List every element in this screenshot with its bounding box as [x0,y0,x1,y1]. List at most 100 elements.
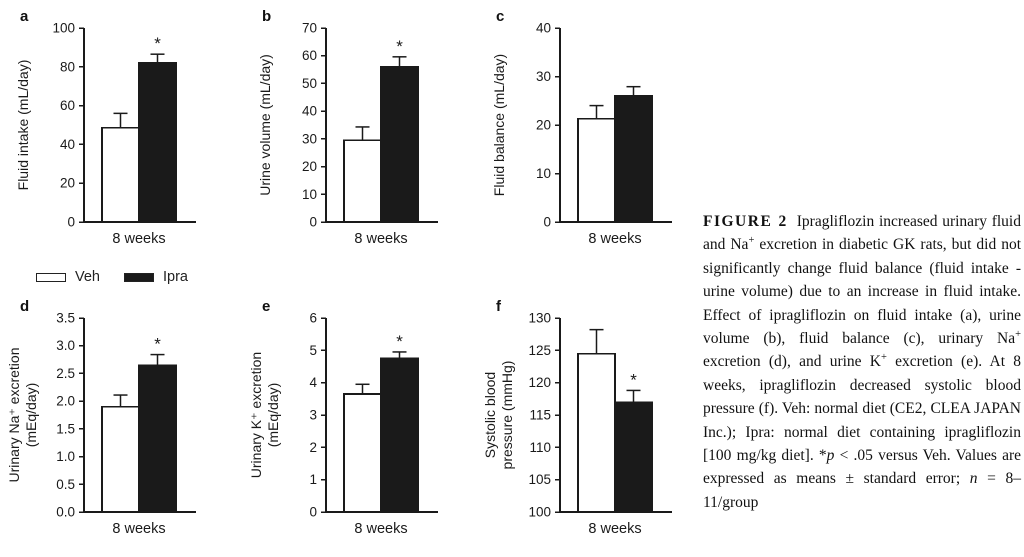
y-tick-label: 1.0 [56,449,75,464]
chart-fluid-intake: 0 20 40 60 80 100 * 8 weeks Fluid intake (mL/day… [6,4,242,272]
chart-urinary-na-excretion: 0.0 0.5 1.0 1.5 2.0 2.5 3.0 3.5 * 8 weeks Urinary … [6,294,242,557]
y-tick-label: 50 [302,76,317,91]
y-tick-label: 3.0 [56,338,75,353]
bar-veh [101,405,140,513]
chart-canvas: 100 105 110 115 120 125 130 * 8 weeks Systolic bl… [482,311,672,537]
bar-ipra [614,95,653,223]
caption-segment: + [880,352,887,364]
panel-b: b 0 10 20 30 40 50 60 70 * 8 weeks Urine volume (m… [248,4,484,272]
y-tick-label: 110 [529,440,551,455]
y-tick-label: 60 [302,48,317,63]
y-tick-label: 60 [60,98,75,113]
bar-veh [101,127,140,223]
y-tick-label: 20 [60,176,75,191]
caption-segment: p [826,447,835,465]
panel-d: d 0.0 0.5 1.0 1.5 2.0 2.5 3.0 3.5 * 8 weeks Urinar… [6,294,242,557]
y-tick-label: 100 [52,21,75,36]
significance-asterisk: * [630,370,637,389]
panel-label-e: e [262,298,271,315]
significance-asterisk: * [154,335,161,354]
veh-swatch-icon [36,272,66,282]
y-axis-title: Fluid balance (mL/day) [491,54,507,196]
panel-f: f 100 105 110 115 120 125 130 * 8 weeks Systolic … [482,294,718,557]
caption-segment: = 8–11/group [703,470,1021,511]
y-tick-label: 125 [528,343,551,358]
caption-segment: n [969,470,978,488]
y-tick-label: 5 [309,343,317,358]
caption-segment: excretion (e). At 8 weeks, ipragliflozin… [703,353,1021,465]
caption-segment: + [1015,328,1021,340]
y-tick-label: 0 [543,215,551,230]
y-axis-title: pressure (mmHg) [499,361,515,470]
y-tick-label: 2.5 [56,366,75,381]
y-tick-label: 6 [309,311,317,326]
bar-veh [343,139,382,223]
bar-ipra [614,401,653,513]
chart-canvas: 0 10 20 30 40 50 60 70 * 8 weeks Urine volume (mL/… [257,21,438,247]
significance-asterisk: * [396,37,403,56]
panel-label-f: f [496,298,501,315]
panel-a: a 0 20 40 60 80 100 * 8 weeks Fluid intake (mL/d… [6,4,242,272]
bar-ipra [380,65,419,223]
bar-veh [577,117,616,223]
panel-label-b: b [262,8,272,25]
y-axis-title: Fluid intake (mL/day) [15,60,31,191]
bar-ipra [138,62,177,223]
panel-label-a: a [20,8,29,25]
bar-ipra [138,364,177,513]
y-tick-label: 3 [309,408,317,423]
y-tick-label: 40 [60,137,75,152]
y-tick-label: 30 [302,131,317,146]
y-tick-label: 105 [528,472,551,487]
y-axis-title: Urine volume (mL/day) [257,54,273,196]
caption-segment: + [748,235,755,247]
bar-veh [577,352,616,513]
y-tick-label: 30 [536,69,551,84]
y-tick-label: 40 [536,21,551,36]
legend-item-veh: Veh [36,269,100,285]
chart-urine-volume: 0 10 20 30 40 50 60 70 * 8 weeks Urine volume (mL/… [248,4,484,272]
chart-urinary-k-excretion: 0 1 2 3 4 5 6 * 8 weeks Urinary K⁺ excretion (mEq/… [248,294,484,557]
legend-item-ipra: Ipra [124,269,188,285]
caption-segment: Ipragliflozin increased urinary fluid an… [703,213,1021,254]
chart-canvas: 0.0 0.5 1.0 1.5 2.0 2.5 3.0 3.5 * 8 weeks Urinary … [6,311,196,537]
caption-segment: excretion (d), and urine K [703,353,881,371]
bar-ipra [380,357,419,513]
y-tick-label: 20 [536,118,551,133]
y-tick-label: 100 [528,505,551,520]
x-category-label: 8 weeks [112,231,165,247]
figure-caption: FIGURE 2 Ipragliflozin increased urinary … [703,210,1021,514]
y-axis-title: Urinary Na⁺ excretion [6,348,22,483]
y-tick-label: 0 [67,215,75,230]
y-tick-label: 10 [536,166,551,181]
x-category-label: 8 weeks [588,231,641,247]
y-tick-label: 3.5 [56,311,75,326]
x-category-label: 8 weeks [112,521,165,537]
y-axis-title: (mEq/day) [265,383,281,448]
y-tick-label: 120 [528,375,551,390]
significance-asterisk: * [396,332,403,351]
panel-label-d: d [20,298,30,315]
y-axis-title: Systolic blood [482,372,498,458]
panel-c: c 0 10 20 30 40 8 weeks Fluid balance (mL/day) [482,4,718,272]
y-tick-label: 20 [302,159,317,174]
y-tick-label: 4 [309,375,317,390]
y-tick-label: 1 [309,472,317,487]
chart-canvas: 0 20 40 60 80 100 * 8 weeks Fluid intake (mL/day… [15,21,196,247]
x-category-label: 8 weeks [354,231,407,247]
y-tick-label: 0 [309,215,317,230]
y-tick-label: 115 [529,408,551,423]
y-tick-label: 40 [302,104,317,119]
chart-fluid-balance: 0 10 20 30 40 8 weeks Fluid balance (mL/day) [482,4,718,272]
y-tick-label: 0.0 [56,505,75,520]
caption-segment: excretion in diabetic GK rats, but did n… [703,236,1022,348]
x-category-label: 8 weeks [588,521,641,537]
y-tick-label: 2.0 [56,394,75,409]
legend: Veh Ipra [36,269,188,285]
chart-canvas: 0 1 2 3 4 5 6 * 8 weeks Urinary K⁺ excretion (mEq/… [248,311,438,537]
caption-segment: < .05 versus Veh. Values are expressed a… [703,447,1021,488]
caption-heading: FIGURE 2 [703,213,788,230]
bar-veh [343,393,382,513]
y-tick-label: 2 [309,440,317,455]
x-category-label: 8 weeks [354,521,407,537]
